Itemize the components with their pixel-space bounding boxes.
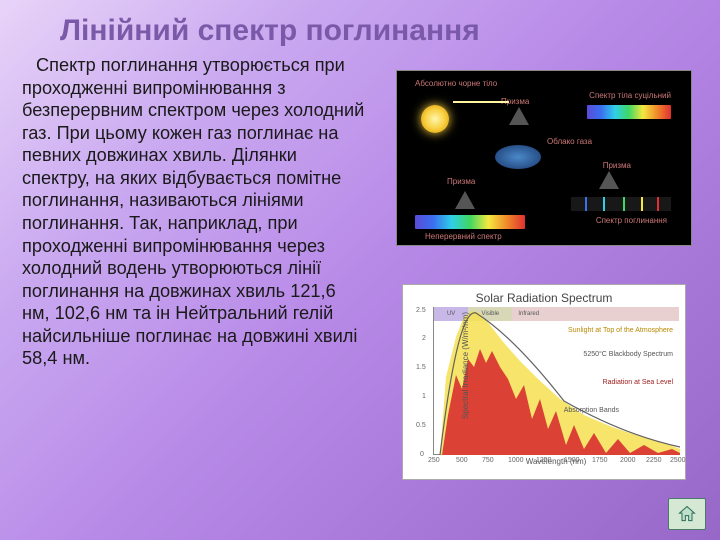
fig1-label-prism2: Призма [447,177,475,186]
ytick: 2.5 [416,307,426,314]
prism-icon [509,107,529,125]
fig1-label-prism3: Призма [603,161,631,170]
legend-abs: Absorption Bands [564,407,619,414]
xtick: 500 [456,457,468,464]
fig1-label-absorption: Спектр поглинання [596,216,667,225]
xtick: 1500 [564,457,580,464]
ray-line [453,101,509,103]
prism-icon [599,171,619,189]
ytick: 1.5 [416,364,426,371]
ytick: 0 [420,451,424,458]
ytick: 1 [422,393,426,400]
xtick: 750 [482,457,494,464]
home-button[interactable] [668,498,706,530]
gas-cloud-icon [495,145,541,169]
figure-absorption-schematic: Абсолютно чорне тіло Призма Спектр тіла … [396,70,692,246]
xtick: 1750 [592,457,608,464]
legend-sea: Radiation at Sea Level [603,379,673,386]
chart-ylabel: Spectral Irradiance (W/m²/nm) [461,311,470,418]
prism-icon [455,191,475,209]
fig2-title: Solar Radiation Spectrum [409,291,679,305]
fig1-label-continuous-bottom: Неперервний спектр [425,232,502,241]
sun-icon [421,105,449,133]
chart-area: UV Visible Infrared Sunlight at Top of t… [433,307,679,455]
xtick: 2500 [670,457,686,464]
body-paragraph: Спектр поглинання утворюється при проход… [22,54,367,370]
ytick: 0.5 [416,422,426,429]
chart-xlabel: Wavelength (nm) [433,457,679,466]
ytick: 2 [422,335,426,342]
xtick: 250 [428,457,440,464]
continuous-spectrum-bottom [415,215,525,229]
home-icon [677,504,697,524]
xtick: 2000 [620,457,636,464]
xtick: 1250 [536,457,552,464]
figure-solar-spectrum: Solar Radiation Spectrum UV Visible Infr… [402,284,686,480]
absorption-spectrum-bar [571,197,671,211]
legend-bb: 5250°C Blackbody Spectrum [583,351,673,358]
legend-top: Sunlight at Top of the Atmosphere [568,327,673,334]
fig1-label-blackbody: Абсолютно чорне тіло [415,79,497,88]
xtick: 2250 [646,457,662,464]
xtick: 1000 [508,457,524,464]
fig1-label-continuous: Спектр тіла суцільний [589,91,671,100]
continuous-spectrum-top [587,105,671,119]
page-title: Лінійний спектр поглинання [60,14,480,48]
fig1-label-cloud: Облако газа [547,137,592,146]
